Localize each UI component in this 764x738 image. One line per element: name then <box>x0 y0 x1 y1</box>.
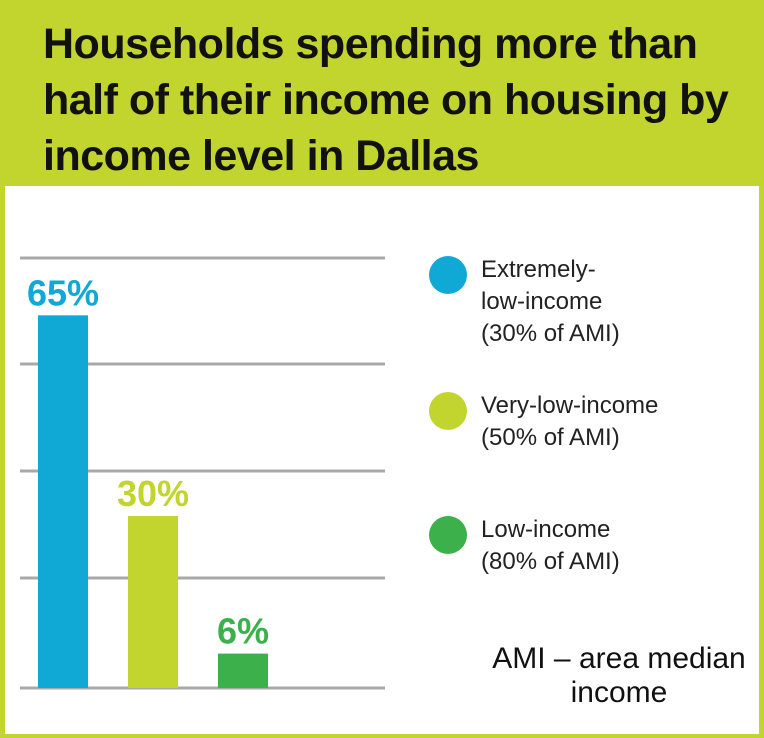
legend-swatch-icon <box>429 392 467 430</box>
bar-value-label: 6% <box>217 611 269 652</box>
bar-value-label: 65% <box>27 272 99 313</box>
ami-note: AMI – area median income <box>492 642 746 709</box>
title-banner: Households spending more than half of th… <box>5 0 759 186</box>
legend-label: Very-low-income (50% of AMI) <box>481 392 659 451</box>
bar <box>128 516 178 688</box>
bar <box>218 653 268 688</box>
chart-title: Households spending more than half of th… <box>43 20 729 180</box>
legend-label: Low-income (80% of AMI) <box>481 516 620 575</box>
bar-chart: 65% 30% 6% <box>20 256 385 690</box>
bar-value-label: 30% <box>117 473 189 514</box>
legend-swatch-icon <box>429 516 467 554</box>
legend-swatch-icon <box>429 256 467 294</box>
bar <box>38 315 88 688</box>
legend-label: Extremely- low-income (30% of AMI) <box>481 256 620 347</box>
